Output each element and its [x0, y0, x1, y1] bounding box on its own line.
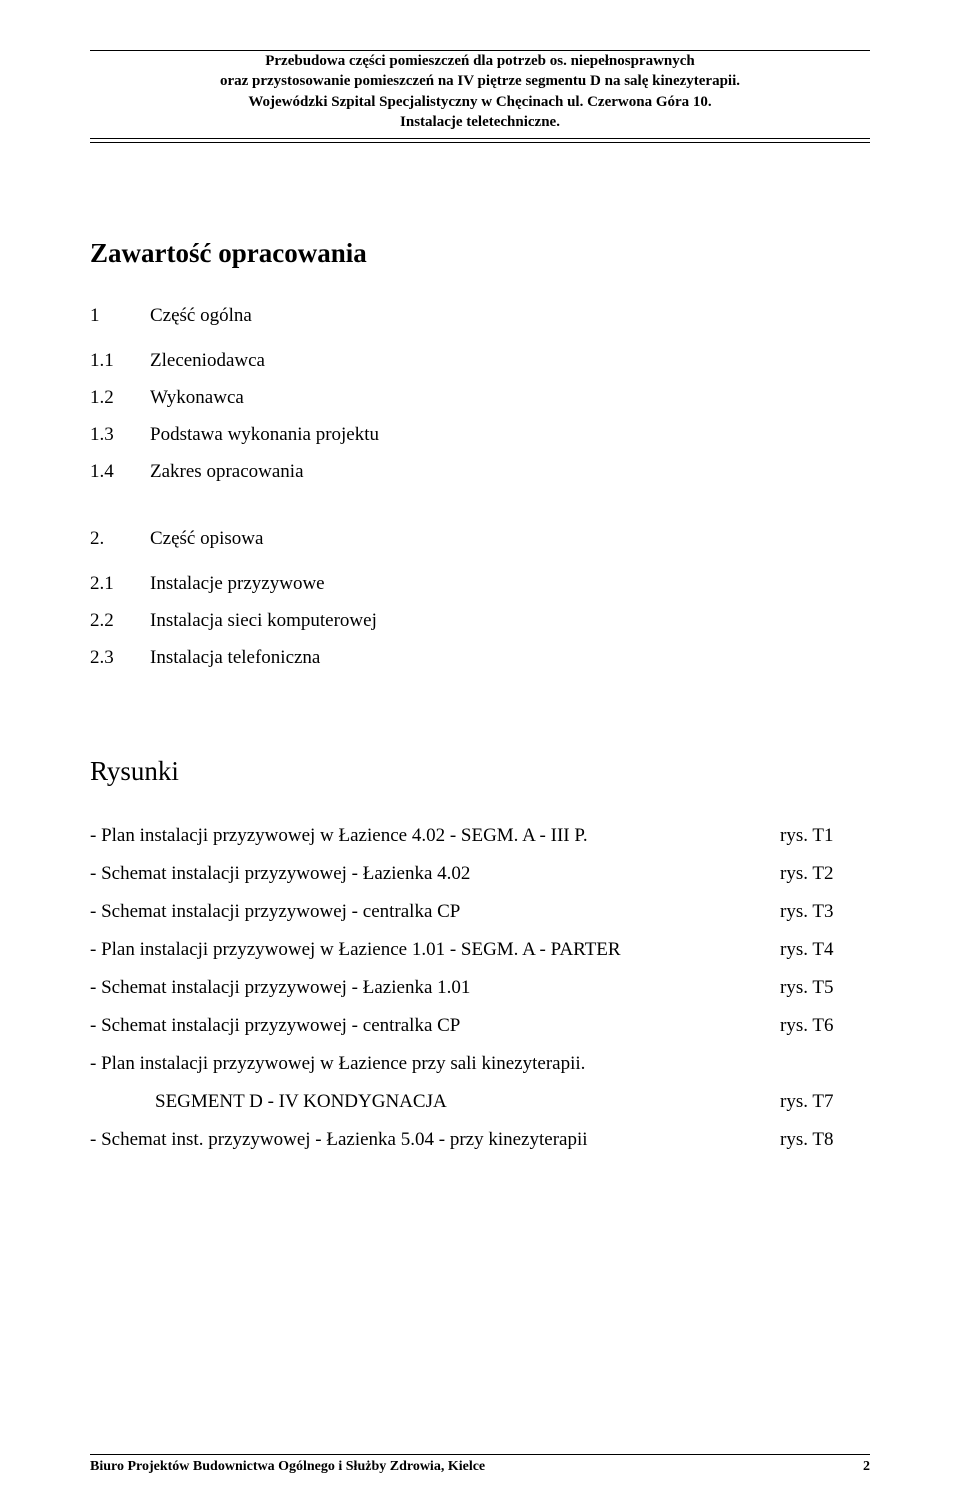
drawing-row: - Schemat instalacji przyzywowej - Łazie… [90, 969, 870, 1007]
drawing-row: - Schemat instalacji przyzywowej - Łazie… [90, 855, 870, 893]
drawing-right: rys. T5 [780, 969, 870, 1007]
part-2-row: 2. Część opisowa [90, 520, 870, 557]
drawing-row: - Schemat inst. przyzywowej - Łazienka 5… [90, 1121, 870, 1159]
sub-label: Instalacje przyzywowe [150, 565, 325, 602]
part-2-num: 2. [90, 520, 150, 557]
footer-rule [90, 1454, 870, 1455]
drawing-right: rys. T7 [780, 1083, 870, 1121]
sub-row: 1.2 Wykonawca [90, 379, 870, 416]
sub-label: Instalacja sieci komputerowej [150, 602, 377, 639]
page: Przebudowa części pomieszczeń dla potrze… [0, 0, 960, 1503]
sub-num: 1.3 [90, 416, 150, 453]
header-rule-bottom [90, 142, 870, 143]
drawing-row: - Plan instalacji przyzywowej w Łazience… [90, 817, 870, 855]
sub-num: 1.4 [90, 453, 150, 490]
part-2-label: Część opisowa [150, 520, 263, 557]
sub-row: 1.4 Zakres opracowania [90, 453, 870, 490]
part-1-num: 1 [90, 297, 150, 334]
sub-label: Wykonawca [150, 379, 244, 416]
header-line-2: oraz przystosowanie pomieszczeń na IV pi… [90, 71, 870, 91]
rysunki-title: Rysunki [90, 756, 870, 787]
drawing-row: - Plan instalacji przyzywowej w Łazience… [90, 931, 870, 969]
drawing-left: SEGMENT D - IV KONDYGNACJA [90, 1083, 780, 1121]
drawing-left: - Plan instalacji przyzywowej w Łazience… [90, 931, 780, 969]
header-line-3: Wojewódzki Szpital Specjalistyczny w Chę… [90, 92, 870, 112]
drawing-left: - Plan instalacji przyzywowej w Łazience… [90, 817, 780, 855]
drawing-left: - Schemat instalacji przyzywowej - Łazie… [90, 855, 780, 893]
sub-row: 1.1 Zleceniodawca [90, 342, 870, 379]
part-1-label: Część ogólna [150, 297, 252, 334]
sub-label: Podstawa wykonania projektu [150, 416, 379, 453]
drawing-row: - Plan instalacji przyzywowej w Łazience… [90, 1045, 870, 1083]
drawing-left: - Schemat inst. przyzywowej - Łazienka 5… [90, 1121, 780, 1159]
drawing-left: - Plan instalacji przyzywowej w Łazience… [90, 1045, 780, 1083]
drawing-right: rys. T6 [780, 1007, 870, 1045]
sub-row: 2.1 Instalacje przyzywowe [90, 565, 870, 602]
sub-num: 1.2 [90, 379, 150, 416]
page-number: 2 [863, 1459, 870, 1475]
sub-label: Zakres opracowania [150, 453, 304, 490]
footer-left: Biuro Projektów Budownictwa Ogólnego i S… [90, 1459, 485, 1475]
part-1-row: 1 Część ogólna [90, 297, 870, 334]
drawing-right: rys. T2 [780, 855, 870, 893]
drawing-left: - Schemat instalacji przyzywowej - centr… [90, 893, 780, 931]
drawing-left: - Schemat instalacji przyzywowej - centr… [90, 1007, 780, 1045]
sub-row: 2.3 Instalacja telefoniczna [90, 639, 870, 676]
sub-label: Zleceniodawca [150, 342, 265, 379]
footer: Biuro Projektów Budownictwa Ogólnego i S… [90, 1446, 870, 1475]
sub-row: 1.3 Podstawa wykonania projektu [90, 416, 870, 453]
sub-num: 2.1 [90, 565, 150, 602]
header-rule-mid [90, 138, 870, 139]
header-line-1: Przebudowa części pomieszczeń dla potrze… [90, 51, 870, 71]
drawing-row: - Schemat instalacji przyzywowej - centr… [90, 893, 870, 931]
drawing-row: - Schemat instalacji przyzywowej - centr… [90, 1007, 870, 1045]
sub-num: 2.3 [90, 639, 150, 676]
drawing-right: rys. T1 [780, 817, 870, 855]
header-line-4: Instalacje teletechniczne. [90, 112, 870, 132]
drawing-right: rys. T8 [780, 1121, 870, 1159]
main-title: Zawartość opracowania [90, 238, 870, 269]
sub-num: 2.2 [90, 602, 150, 639]
sub-num: 1.1 [90, 342, 150, 379]
sub-label: Instalacja telefoniczna [150, 639, 320, 676]
drawing-row-indent: SEGMENT D - IV KONDYGNACJA rys. T7 [90, 1083, 870, 1121]
drawing-left: - Schemat instalacji przyzywowej - Łazie… [90, 969, 780, 1007]
drawing-right: rys. T3 [780, 893, 870, 931]
drawing-right: rys. T4 [780, 931, 870, 969]
footer-row: Biuro Projektów Budownictwa Ogólnego i S… [90, 1459, 870, 1475]
sub-row: 2.2 Instalacja sieci komputerowej [90, 602, 870, 639]
header-block: Przebudowa części pomieszczeń dla potrze… [90, 51, 870, 138]
